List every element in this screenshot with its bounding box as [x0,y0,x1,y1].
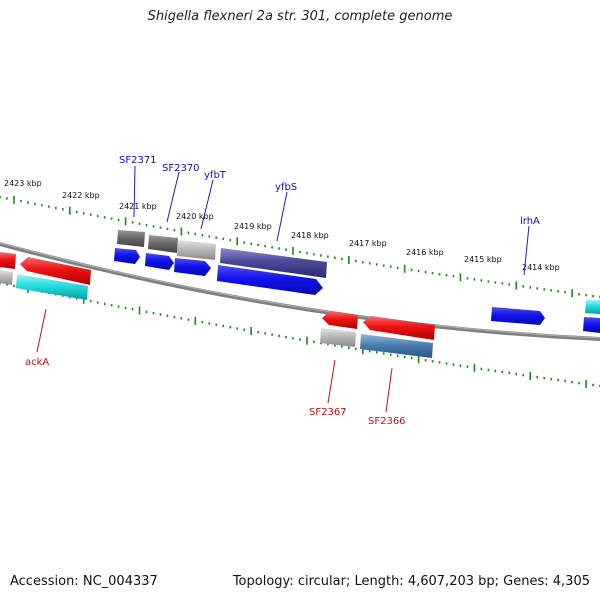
gene-yfbt-arrow[interactable] [177,240,216,260]
tick-label: 2421 kbp [119,202,157,211]
tick-label: 2422 kbp [62,191,100,200]
gene-yfbs-arrow[interactable] [220,248,327,278]
accession-value: NC_004337 [82,574,158,589]
gene-reverse-arrow[interactable] [0,252,16,269]
gene-acka-arrow[interactable] [20,257,91,285]
genes-label: Genes: [503,574,549,589]
tick-label: 2419 kbp [234,222,272,231]
length-value: 4,607,203 bp [407,574,495,589]
genes-value: 4,305 [552,574,590,589]
accession-label: Accession: [10,574,79,589]
tick-label: 2416 kbp [406,248,444,257]
gene-label-sf2371[interactable]: SF2371 [119,155,157,166]
inner-tick-ring [0,281,600,389]
gene-forward-arrow[interactable] [217,265,323,295]
gene-steel-block[interactable] [360,334,433,358]
gene-label-leaders-bottom [36,308,393,413]
gene-lrha-arrow[interactable] [491,307,545,325]
gene-forward-arrow[interactable] [174,258,211,276]
gene-sf2371-arrow[interactable] [117,230,145,247]
gene-sf2366-arrow[interactable] [363,316,435,340]
gene-sf2370-arrow[interactable] [148,235,178,253]
gene-label-sf2367[interactable]: SF2367 [309,407,347,418]
length-label: Length: [354,574,404,589]
gene-label-yfbt[interactable]: yfbT [204,170,227,181]
tick-label: 2414 kbp [522,263,560,272]
gene-label-sf2366[interactable]: SF2366 [368,416,406,427]
gene-gray-block[interactable] [320,328,356,347]
gene-cyan-block[interactable] [16,274,88,300]
tick-label: 2418 kbp [291,231,329,240]
outer-tick-ring [0,195,600,299]
gene-label-sf2370[interactable]: SF2370 [162,163,200,174]
gene-forward-arrow[interactable] [145,253,174,270]
gene-label-yfbs[interactable]: yfbS [275,182,297,193]
gene-sf2367-arrow[interactable] [322,311,358,329]
tick-label: 2417 kbp [349,239,387,248]
gene-label-leaders-top [133,165,530,276]
gene-forward-arrow[interactable] [114,248,140,264]
tick-label: 2423 kbp [4,179,42,188]
gene-edge-blue[interactable] [583,317,600,333]
topology-value: circular [297,574,346,589]
gene-label-lrha[interactable]: lrhA [520,216,540,227]
gene-label-acka[interactable]: ackA [25,357,49,368]
backbone-highlight [0,242,600,339]
topology-label: Topology: [232,574,294,589]
tick-label: 2415 kbp [464,255,502,264]
gene-edge-gray[interactable] [0,270,13,285]
genome-summary: Topology: circular; Length: 4,607,203 bp… [232,574,590,589]
map-title: Shigella flexneri 2a str. 301, complete … [147,9,453,24]
gene-edge-cyan[interactable] [585,300,600,314]
tick-label: 2420 kbp [176,212,214,221]
accession-info: Accession: NC_004337 [10,574,158,589]
backbone-arc [0,242,600,341]
